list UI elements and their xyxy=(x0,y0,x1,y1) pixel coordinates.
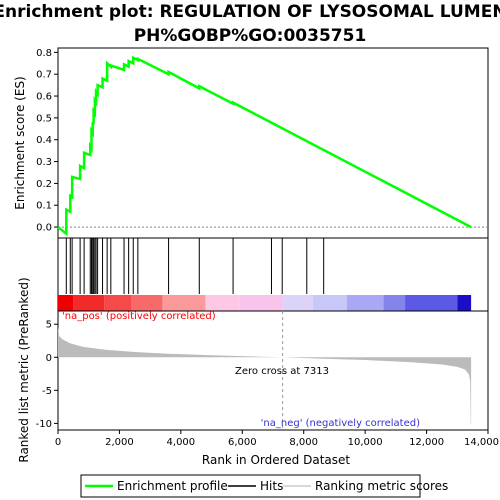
es-ytick-label: 0.2 xyxy=(36,179,52,190)
es-panel-frame xyxy=(57,47,489,239)
x-tick-label: 10,000 xyxy=(348,437,383,448)
color-bar-segment xyxy=(162,295,206,311)
es-ytick-label: 0.3 xyxy=(36,157,52,168)
legend-enrichment-label: Enrichment profile xyxy=(117,479,228,493)
metric-ytick-label: -10 xyxy=(36,419,52,430)
color-bar-segment xyxy=(457,295,472,311)
metric-ytick-label: 5 xyxy=(46,320,52,331)
color-bar-segment xyxy=(104,295,132,311)
x-tick-label: 6,000 xyxy=(228,437,257,448)
pos-correlated-label: 'na_pos' (positively correlated) xyxy=(62,311,216,322)
x-tick-label: 4,000 xyxy=(167,437,196,448)
color-bar-segment xyxy=(405,295,458,311)
enrichment-profile-line xyxy=(57,55,472,237)
zero-cross-label: Zero cross at 7313 xyxy=(235,366,329,377)
color-bar-segment xyxy=(383,295,406,311)
x-tick-label: 14,000 xyxy=(464,437,499,448)
metric-panel: 5 0 -5 -10 'na_pos' (positively correlated)… xyxy=(17,277,489,463)
metric-ytick-label: -5 xyxy=(42,386,52,397)
color-bar-segment xyxy=(346,295,384,311)
color-bar-segment xyxy=(131,295,163,311)
color-bar-segment xyxy=(205,295,240,311)
rank-color-bar xyxy=(58,295,472,311)
neg-correlated-label: 'na_neg' (negatively correlated) xyxy=(261,418,420,429)
legend: Enrichment profile Hits Ranking metric s… xyxy=(80,474,448,498)
chart-title-line1: Enrichment plot: REGULATION OF LYSOSOMAL… xyxy=(0,2,500,22)
es-panel: 0.0 0.1 0.2 0.3 0.4 0.5 0.6 0.7 0.8 Enrichment s… xyxy=(13,47,489,239)
es-y-ticks: 0.0 0.1 0.2 0.3 0.4 0.5 0.6 0.7 0.8 xyxy=(36,48,58,234)
es-ytick-label: 0.8 xyxy=(36,48,52,59)
x-tick-label: 8,000 xyxy=(289,437,318,448)
metric-ytick-label: 0 xyxy=(46,353,52,364)
x-tick-label: 2,000 xyxy=(105,437,134,448)
chart-title-line2: PH%GOBP%GO:0035751 xyxy=(134,26,367,46)
x-axis-label: Rank in Ordered Dataset xyxy=(202,453,350,467)
legend-hits-label: Hits xyxy=(260,479,283,493)
x-tick-label: 12,000 xyxy=(409,437,444,448)
x-axis-ticks: 0 2,000 4,000 6,000 8,000 10,000 12,000 14,000 xyxy=(55,430,499,448)
metric-ylabel: Ranked list metric (PreRanked) xyxy=(17,277,31,462)
es-ytick-label: 0.5 xyxy=(36,113,52,124)
metric-y-ticks: 5 0 -5 -10 xyxy=(36,320,58,430)
color-bar-segment xyxy=(58,295,74,311)
color-bar-segment xyxy=(73,295,105,311)
color-bar-segment xyxy=(239,295,283,311)
es-ytick-label: 0.1 xyxy=(36,201,52,212)
es-ytick-label: 0.6 xyxy=(36,92,52,103)
hits-panel xyxy=(57,237,489,312)
color-bar-segment xyxy=(312,295,347,311)
x-tick-label: 0 xyxy=(55,437,61,448)
es-ytick-label: 0.4 xyxy=(36,135,52,146)
es-ytick-label: 0.0 xyxy=(36,223,52,234)
es-ytick-label: 0.7 xyxy=(36,70,52,81)
legend-metric-label: Ranking metric scores xyxy=(315,479,448,493)
hit-lines xyxy=(65,238,325,294)
metric-panel-frame xyxy=(57,310,489,431)
color-bar-segment xyxy=(282,295,313,311)
es-ylabel: Enrichment score (ES) xyxy=(13,76,27,209)
